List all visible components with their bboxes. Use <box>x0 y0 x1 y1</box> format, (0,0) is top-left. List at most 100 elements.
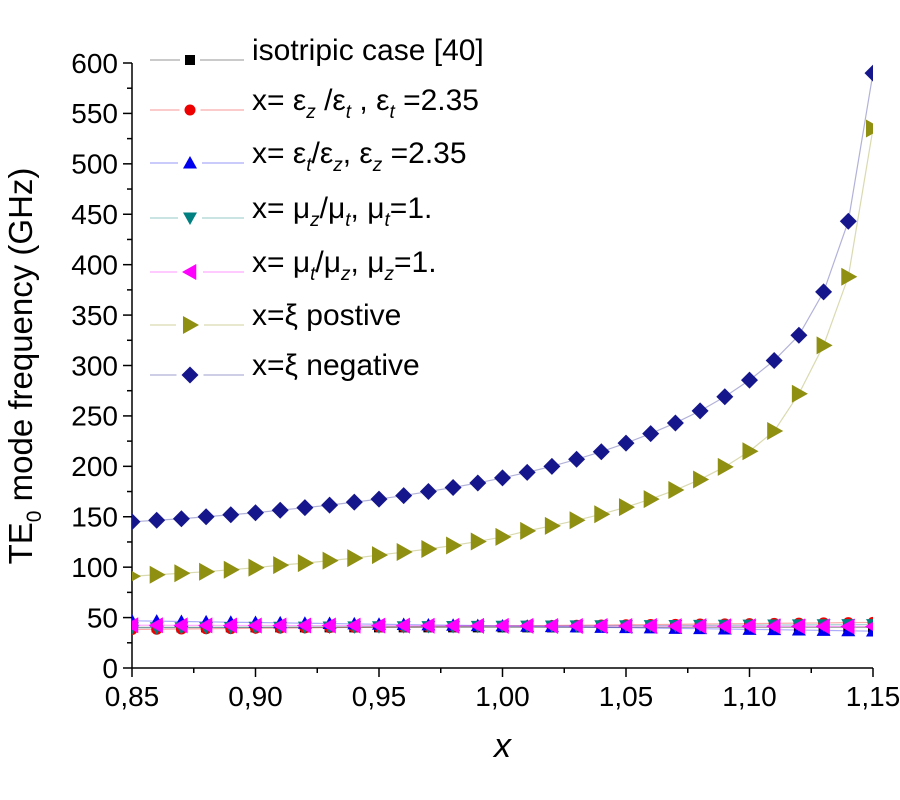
series-line-xi-positive <box>132 128 873 577</box>
series-mu-t-over-mu-z <box>132 617 873 635</box>
data-point-xi-negative <box>132 513 141 531</box>
x-tick-label: 1,15 <box>846 681 900 712</box>
data-point-mu-t-over-mu-z <box>815 618 830 635</box>
data-point-mu-t-over-mu-z <box>148 617 163 634</box>
data-point-mu-t-over-mu-z <box>198 617 213 634</box>
data-point-xi-negative <box>469 474 487 492</box>
data-point-xi-positive <box>396 543 413 562</box>
data-point-eps-t-over-eps-z <box>866 624 873 637</box>
legend-entry-isotropic-case: isotripic case [40] <box>150 34 484 67</box>
data-point-xi-positive <box>569 511 586 530</box>
data-point-mu-t-over-mu-z <box>766 618 781 635</box>
x-tick-label: 0,95 <box>352 681 407 712</box>
data-point-mu-t-over-mu-z <box>222 617 238 634</box>
data-point-xi-negative <box>568 450 586 468</box>
legend-marker-eps-z-over-eps-t <box>184 104 196 116</box>
data-point-xi-positive <box>767 422 784 441</box>
data-point-xi-positive <box>371 546 388 565</box>
data-point-xi-positive <box>865 119 873 138</box>
legend-marker-xi-positive <box>182 316 199 334</box>
data-point-xi-negative <box>321 496 339 514</box>
data-point-xi-positive <box>273 556 290 575</box>
data-point-xi-negative <box>395 487 413 505</box>
legend-label-mu-t-over-mu-z: x= μt/μz, μz=1. <box>252 246 437 285</box>
data-point-xi-positive <box>693 470 710 489</box>
data-point-xi-negative <box>247 504 264 522</box>
data-point-xi-negative <box>691 402 709 420</box>
data-point-mu-t-over-mu-z <box>346 617 361 634</box>
data-point-xi-negative <box>222 506 240 524</box>
series-xi-positive <box>132 119 873 584</box>
data-point-mu-t-over-mu-z <box>865 621 873 631</box>
legend-entry-eps-t-over-eps-z: x= εt/εz, εz =2.35 <box>150 137 467 176</box>
y-tick-label: 600 <box>71 48 118 79</box>
data-point-xi-positive <box>717 457 734 476</box>
data-point-xi-negative <box>494 469 511 487</box>
data-point-xi-positive <box>248 558 265 577</box>
data-point-xi-positive <box>421 540 438 559</box>
data-point-xi-positive <box>841 267 858 286</box>
data-point-mu-t-over-mu-z <box>568 617 583 634</box>
data-point-xi-negative <box>444 479 462 497</box>
y-tick-label: 550 <box>71 98 118 129</box>
data-point-mu-t-over-mu-z <box>840 618 855 635</box>
series-xi-negative <box>132 64 873 531</box>
x-tick-label: 1,10 <box>722 681 777 712</box>
data-point-mu-t-over-mu-z <box>593 618 608 635</box>
y-tick-label: 350 <box>71 300 118 331</box>
data-point-xi-negative <box>642 425 660 443</box>
x-tick-label: 1,00 <box>475 681 530 712</box>
y-tick-label: 200 <box>71 451 118 482</box>
axes <box>123 62 874 677</box>
data-point-xi-negative <box>815 283 833 301</box>
data-point-mu-t-over-mu-z <box>132 617 139 634</box>
x-tick-label: 0,90 <box>228 681 283 712</box>
data-point-mu-t-over-mu-z <box>371 617 386 634</box>
data-point-xi-negative <box>345 493 363 511</box>
data-point-xi-positive <box>668 481 685 500</box>
x-tick-label: 0,85 <box>105 681 160 712</box>
y-axis-title: TE0 mode frequency (GHz) <box>2 168 46 565</box>
data-point-xi-positive <box>544 516 561 535</box>
data-point-mu-t-over-mu-z <box>642 618 657 635</box>
data-point-xi-negative <box>271 501 289 519</box>
legend-entry-mu-z-over-mu-t: x= μz/μt, μt=1. <box>150 192 432 231</box>
y-tick-label: 150 <box>71 502 118 533</box>
data-point-xi-positive <box>199 562 216 581</box>
y-tick-label: 0 <box>102 653 118 684</box>
data-point-xi-negative <box>370 490 388 508</box>
data-point-mu-t-over-mu-z <box>692 618 707 635</box>
y-tick-label: 400 <box>71 249 118 280</box>
data-point-xi-negative <box>617 434 635 452</box>
legend-marker-eps-t-over-eps-z <box>183 156 197 169</box>
data-point-xi-negative <box>197 508 215 526</box>
data-point-xi-negative <box>716 388 734 406</box>
data-point-mu-t-over-mu-z <box>543 617 559 634</box>
legend-label-xi-negative: x=ξ negative <box>252 349 420 382</box>
data-point-xi-positive <box>643 490 660 509</box>
data-point-xi-negative <box>419 483 437 501</box>
data-point-mu-t-over-mu-z <box>395 617 410 634</box>
data-point-xi-positive <box>149 565 166 584</box>
data-point-xi-positive <box>594 505 611 524</box>
legend-marker-xi-negative <box>181 366 199 384</box>
y-tick-label: 450 <box>71 199 118 230</box>
legend-marker-mu-z-over-mu-t <box>183 212 197 225</box>
data-point-xi-positive <box>347 549 364 568</box>
data-point-mu-t-over-mu-z <box>445 617 460 634</box>
data-point-mu-t-over-mu-z <box>790 618 806 635</box>
legend-label-eps-t-over-eps-z: x= εt/εz, εz =2.35 <box>252 137 467 176</box>
y-tick-label: 250 <box>71 401 118 432</box>
data-point-mu-t-over-mu-z <box>272 617 287 634</box>
data-point-xi-positive <box>816 336 833 355</box>
series-line-xi-negative <box>132 72 873 523</box>
data-point-xi-positive <box>495 527 512 546</box>
y-tick-label: 100 <box>71 552 118 583</box>
tick-labels: 0 50 100 150 200 250 300 350 400 450 500 550 600 0,85… <box>71 48 900 712</box>
data-point-xi-positive <box>742 442 759 461</box>
data-point-xi-positive <box>791 384 808 403</box>
legend-entry-xi-positive: x=ξ postive <box>150 299 401 334</box>
data-point-mu-t-over-mu-z <box>173 617 188 634</box>
data-point-mu-t-over-mu-z <box>420 617 435 634</box>
